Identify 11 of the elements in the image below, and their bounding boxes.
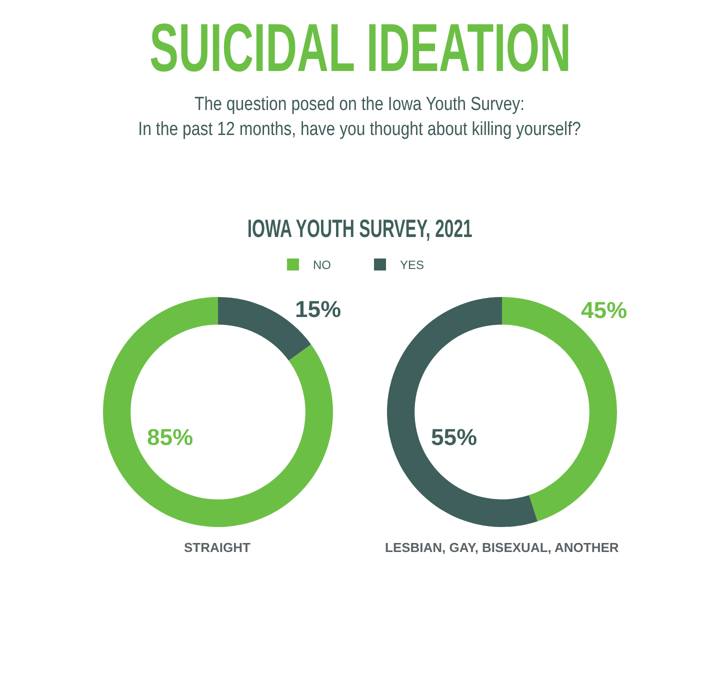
- slice-label: LESBIAN, GAY, BISEXUAL, ANOTHER: [385, 540, 620, 555]
- data-label: 55%: [431, 424, 478, 450]
- data-label: 45%: [581, 297, 628, 323]
- text: IOWA YOUTH SURVEY, 2021: [248, 215, 472, 243]
- chart-title: SUICIDAL IDEATION: [149, 10, 571, 86]
- chart-subtitle: The question posed on the Iowa Youth Survey: In the past 12 months, have you thought about killing yourself?: [138, 93, 582, 142]
- data-label: 15%: [295, 296, 342, 322]
- data-label: 85%: [147, 424, 194, 450]
- legend-label: YES: [400, 258, 424, 272]
- legend-label: NO: [313, 258, 331, 272]
- slice-label: STRAIGHT: [184, 540, 250, 555]
